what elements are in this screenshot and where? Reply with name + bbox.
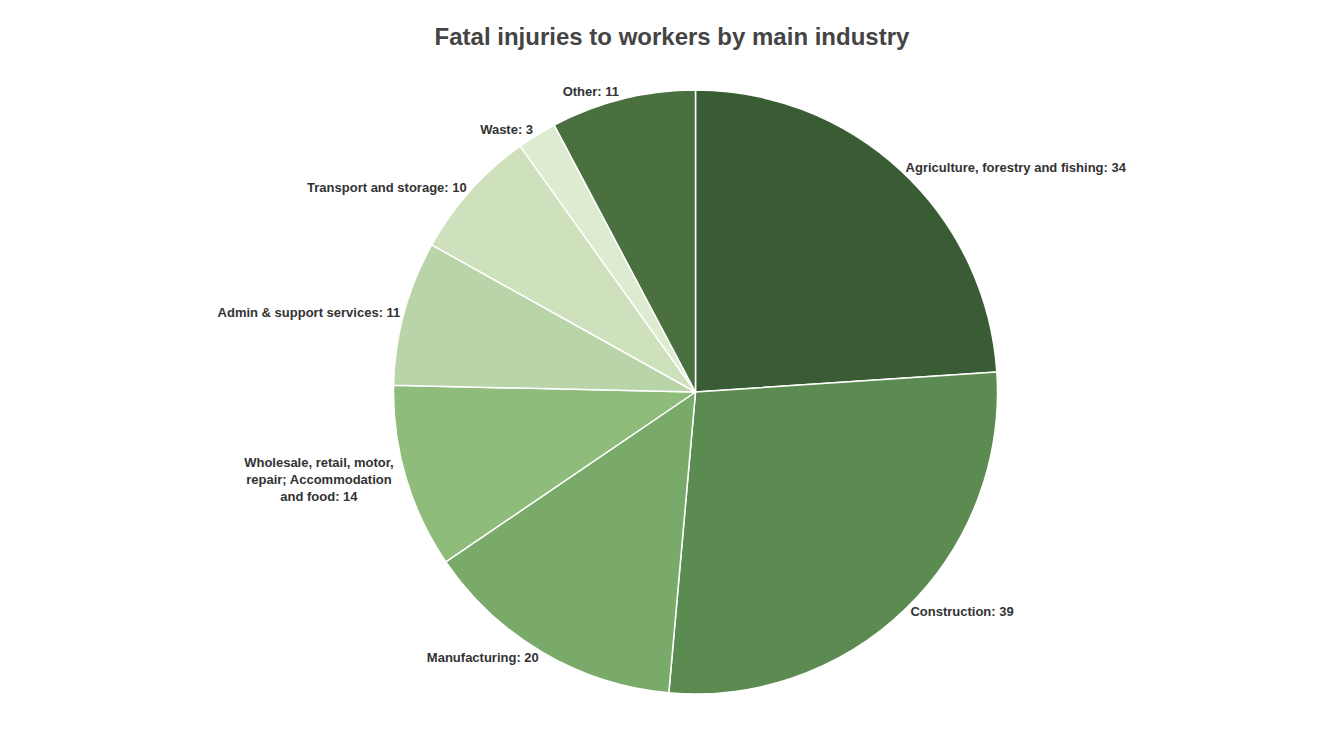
svg-text:Wholesale, retail, motor,repai: Wholesale, retail, motor,repair; Accommo… xyxy=(244,455,394,504)
svg-text:Construction: 39: Construction: 39 xyxy=(910,604,1013,619)
svg-text:Manufacturing: 20: Manufacturing: 20 xyxy=(427,650,539,665)
svg-text:Waste: 3: Waste: 3 xyxy=(480,122,533,137)
svg-text:Agriculture, forestry and fish: Agriculture, forestry and fishing: 34 xyxy=(906,160,1127,175)
svg-text:Admin & support services: 11: Admin & support services: 11 xyxy=(218,305,401,320)
svg-text:Fatal injuries to workers by m: Fatal injuries to workers by main indust… xyxy=(435,23,910,50)
svg-text:Transport and storage: 10: Transport and storage: 10 xyxy=(307,180,467,195)
svg-text:Other: 11: Other: 11 xyxy=(563,84,619,99)
